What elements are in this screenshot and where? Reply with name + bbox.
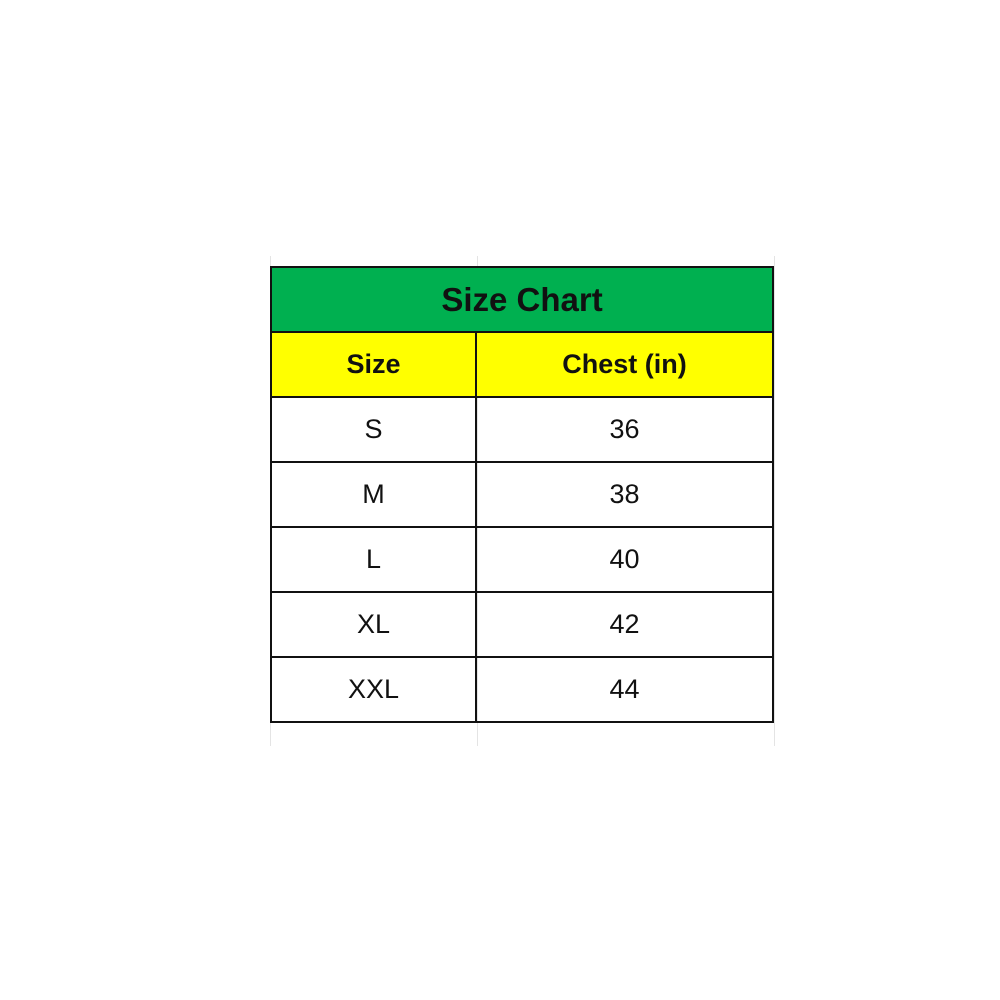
header-row: Size Chest (in) (270, 331, 774, 398)
chest-cell[interactable]: 38 (475, 461, 774, 528)
size-cell[interactable]: L (270, 526, 477, 593)
chest-cell[interactable]: 44 (475, 656, 774, 723)
header-chest[interactable]: Chest (in) (475, 331, 774, 398)
title-row: Size Chart (270, 266, 774, 333)
header-size[interactable]: Size (270, 331, 477, 398)
size-cell[interactable]: S (270, 396, 477, 463)
size-cell[interactable]: XL (270, 591, 477, 658)
chest-cell[interactable]: 36 (475, 396, 774, 463)
table-row: S 36 (270, 396, 774, 463)
table-row: M 38 (270, 461, 774, 528)
size-chart-table: Size Chart Size Chest (in) S 36 M 38 L 4… (270, 266, 774, 723)
table-row: XL 42 (270, 591, 774, 658)
size-cell[interactable]: XXL (270, 656, 477, 723)
table-row: L 40 (270, 526, 774, 593)
size-cell[interactable]: M (270, 461, 477, 528)
sheet-gridline (774, 256, 775, 746)
chest-cell[interactable]: 40 (475, 526, 774, 593)
chest-cell[interactable]: 42 (475, 591, 774, 658)
table-row: XXL 44 (270, 656, 774, 723)
table-title[interactable]: Size Chart (270, 266, 774, 333)
